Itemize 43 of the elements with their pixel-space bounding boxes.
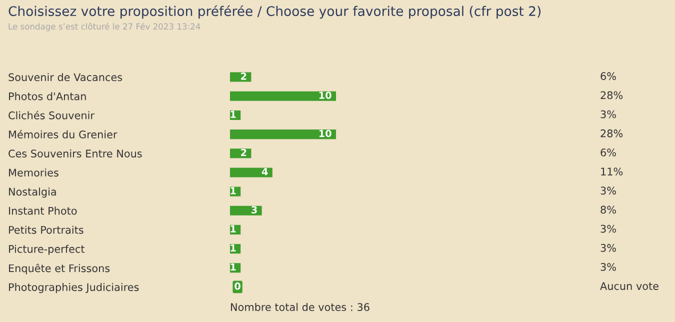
- y-tick-label: Petits Portraits: [9, 226, 84, 234]
- text: 3%: [600, 110, 616, 118]
- data-label: 0: [234, 282, 240, 290]
- data-label: 1: [230, 110, 236, 118]
- y-tick-label: Instant Photo: [9, 206, 77, 215]
- data-label: 3: [252, 206, 257, 214]
- data-label: 1: [230, 187, 236, 194]
- y-tick-label: Souvenir de Vacances: [8, 73, 122, 82]
- y-tick-label: Ces Souvenirs Entre Nous: [8, 149, 142, 158]
- text: Nombre total de votes : 36: [231, 302, 370, 312]
- y-tick-label: Picture-perfect: [9, 244, 85, 255]
- data-label: 1: [230, 225, 236, 232]
- text: 3%: [600, 224, 616, 233]
- text: 3%: [600, 244, 616, 252]
- bar: [230, 168, 272, 178]
- text: 28%: [600, 91, 623, 100]
- data-label: 2: [241, 148, 246, 156]
- data-label: 1: [230, 244, 236, 252]
- y-tick-label: Photographies Judiciaires: [9, 283, 139, 294]
- text: Le sondage s’est clôturé le 27 Fév 2023 13:24: [8, 22, 200, 32]
- y-tick-label: Memories: [9, 168, 58, 177]
- y-tick-label: Clichés Souvenir: [8, 110, 94, 120]
- text: 8%: [600, 206, 616, 214]
- data-label: 2: [241, 72, 246, 80]
- data-label: 10: [319, 130, 332, 138]
- bar: [230, 130, 336, 140]
- y-tick-label: Photos d'Antan: [9, 92, 86, 100]
- text: 3%: [600, 263, 616, 271]
- text: 6%: [600, 148, 616, 156]
- y-tick-label: Nostalgia: [9, 188, 56, 198]
- chart-title: Choisissez votre proposition préférée / Choose your favorite proposal (cfr post 2): [8, 5, 541, 19]
- bar: [230, 206, 262, 216]
- text: 6%: [600, 72, 616, 80]
- text: 3%: [600, 186, 616, 195]
- text: 11%: [601, 168, 623, 176]
- y-tick-label: Mémoires du Grenier: [9, 130, 118, 138]
- data-label: 10: [319, 92, 332, 99]
- data-label: 4: [262, 168, 268, 176]
- data-label: 1: [230, 263, 236, 271]
- bar: [230, 91, 336, 101]
- text: 28%: [600, 129, 623, 138]
- text: Aucun vote: [600, 282, 658, 290]
- y-tick-label: Enquête et Frissons: [9, 264, 110, 274]
